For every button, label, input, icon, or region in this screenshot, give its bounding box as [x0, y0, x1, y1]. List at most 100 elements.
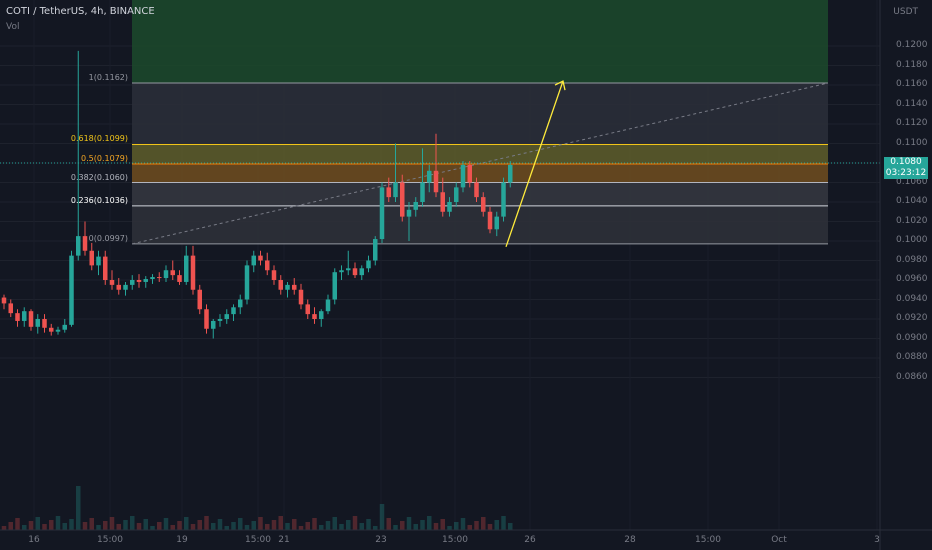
- price-tick-label: 0.0920: [896, 313, 928, 323]
- volume-bar: [251, 521, 256, 530]
- volume-bar: [42, 524, 47, 530]
- current-price: 0.1080: [890, 157, 922, 167]
- volume-bar: [325, 521, 331, 530]
- volume-bar: [103, 521, 108, 530]
- price-unit: USDT: [893, 7, 918, 17]
- candle-body: [116, 284, 121, 290]
- candle-body: [454, 187, 459, 202]
- candle-body: [332, 272, 337, 300]
- volume-bar: [265, 524, 270, 530]
- candle-body: [55, 329, 61, 332]
- volume-bar: [190, 524, 196, 530]
- time-tick-label: 16: [28, 535, 40, 545]
- candle-body: [292, 284, 297, 290]
- price-tick-label: 0.1140: [896, 98, 928, 109]
- volume-bar: [386, 518, 391, 530]
- candle-body: [433, 170, 439, 193]
- volume-bar: [69, 519, 74, 530]
- candle-body: [49, 327, 54, 332]
- volume-bar: [339, 524, 344, 530]
- candle-body: [204, 309, 209, 329]
- time-tick-label: 28: [624, 535, 636, 545]
- candle-body: [69, 255, 74, 325]
- candle-body: [170, 270, 175, 276]
- candle-body: [251, 255, 256, 266]
- candle-body: [325, 299, 331, 312]
- candle-body: [386, 187, 391, 198]
- candle-body: [82, 236, 88, 251]
- volume-bar: [217, 519, 223, 530]
- candle-body: [400, 182, 405, 217]
- candle-body: [487, 211, 493, 230]
- price-tick-label: 0.1060: [896, 176, 928, 187]
- volume-bar: [278, 516, 283, 530]
- time-tick-label: 15:00: [695, 535, 721, 545]
- fib-band: [132, 182, 828, 206]
- volume-bar: [136, 523, 142, 530]
- candle-body: [474, 182, 479, 198]
- target-zone: [132, 0, 828, 84]
- candle-body: [265, 260, 270, 271]
- volume-label: Vol: [6, 22, 20, 32]
- candle-body: [157, 277, 162, 279]
- current-price-tag: 0.1080 03:23:12: [884, 157, 928, 179]
- fib-trend-line: [131, 82, 829, 245]
- volume-bar: [501, 516, 506, 530]
- candle-body: [413, 202, 418, 210]
- fib-band: [132, 205, 828, 244]
- time-tick-label: 3: [874, 535, 880, 545]
- volume-bar: [22, 525, 27, 530]
- time-tick-label: 26: [524, 535, 536, 545]
- chart-title: COTI / TetherUS, 4h, BINANCE: [6, 6, 155, 17]
- price-tick-label: 0.1100: [896, 137, 928, 148]
- time-tick-label: Oct: [771, 535, 787, 545]
- volume-bar: [82, 522, 88, 530]
- candle-body: [22, 311, 27, 321]
- candle-body: [136, 280, 142, 282]
- candle-body: [359, 268, 364, 276]
- volume-bar: [238, 518, 243, 530]
- projection-arrow: [505, 80, 564, 248]
- candle-body: [312, 314, 317, 319]
- volume-bar: [474, 521, 479, 530]
- fib-level-label: 0.382(0.1060): [70, 172, 128, 182]
- candle-body: [217, 319, 223, 321]
- time-tick-label: 15:00: [245, 535, 271, 545]
- candle-body: [1, 297, 7, 304]
- volume-bar: [150, 526, 155, 530]
- candle-body: [258, 255, 263, 261]
- time-tick-label: 19: [176, 535, 188, 545]
- candle-body: [109, 280, 115, 285]
- candle-body: [123, 284, 128, 290]
- volume-bar: [109, 517, 115, 530]
- volume-bar: [224, 526, 229, 530]
- volume-bar: [319, 525, 324, 530]
- fib-band: [132, 83, 828, 145]
- candle-body: [35, 319, 40, 327]
- candle-body: [305, 304, 310, 315]
- time-tick-label: 23: [375, 535, 387, 545]
- volume-bar: [373, 526, 378, 530]
- candle-body: [467, 164, 472, 183]
- candle-body: [177, 275, 182, 282]
- candle-body: [231, 307, 236, 315]
- volume-bar: [130, 516, 135, 530]
- candle-body: [184, 255, 189, 282]
- candle-body: [130, 280, 135, 285]
- price-tick-label: 0.0860: [896, 371, 928, 382]
- volume-bar: [454, 522, 459, 530]
- candle-body: [501, 182, 506, 217]
- volume-bar: [508, 523, 513, 530]
- volume-bar: [49, 520, 54, 530]
- price-tick-label: 0.1120: [896, 118, 928, 128]
- candle-body: [406, 209, 412, 217]
- candle-body: [163, 270, 169, 279]
- candle-body: [346, 268, 351, 271]
- volume-bar: [170, 525, 175, 530]
- price-tick-label: 0.1160: [896, 79, 928, 89]
- fib-band: [132, 163, 828, 183]
- volume-bar: [163, 518, 169, 530]
- candle-body: [211, 320, 216, 329]
- volume-bar: [1, 526, 7, 530]
